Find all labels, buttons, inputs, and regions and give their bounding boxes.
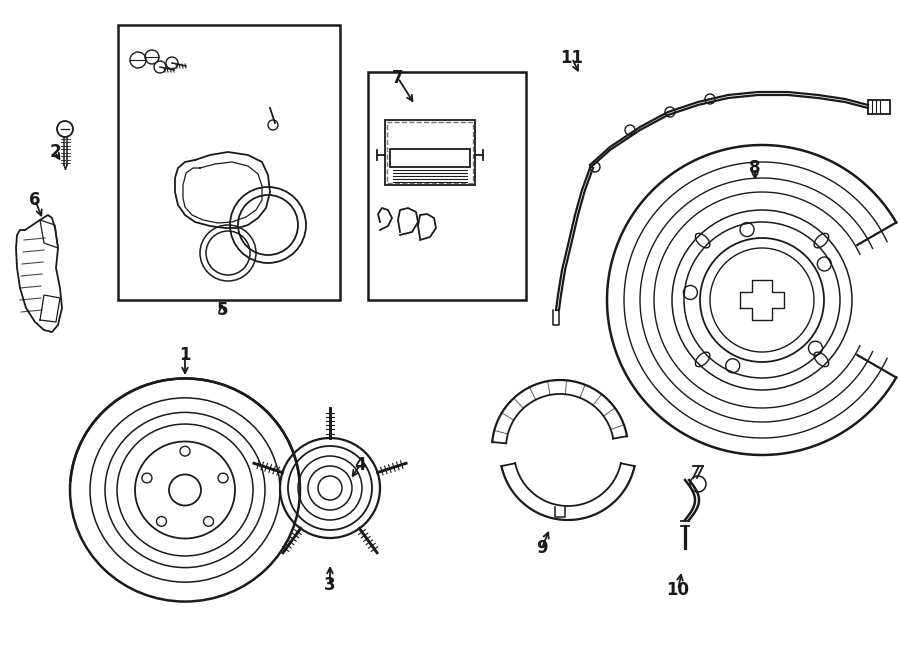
Text: 1: 1 <box>179 346 191 364</box>
Bar <box>118 25 340 300</box>
Text: 9: 9 <box>536 539 548 557</box>
Text: 7: 7 <box>392 69 404 87</box>
Bar <box>368 72 526 300</box>
Text: 2: 2 <box>50 143 61 161</box>
Text: 8: 8 <box>749 159 760 177</box>
Bar <box>387 122 473 183</box>
Bar <box>385 120 475 185</box>
Text: 5: 5 <box>216 301 228 319</box>
Bar <box>390 149 470 167</box>
Text: 3: 3 <box>324 576 336 594</box>
Text: 10: 10 <box>667 581 689 599</box>
Text: 4: 4 <box>355 456 365 474</box>
Text: 11: 11 <box>561 49 583 67</box>
Text: 6: 6 <box>29 191 40 209</box>
